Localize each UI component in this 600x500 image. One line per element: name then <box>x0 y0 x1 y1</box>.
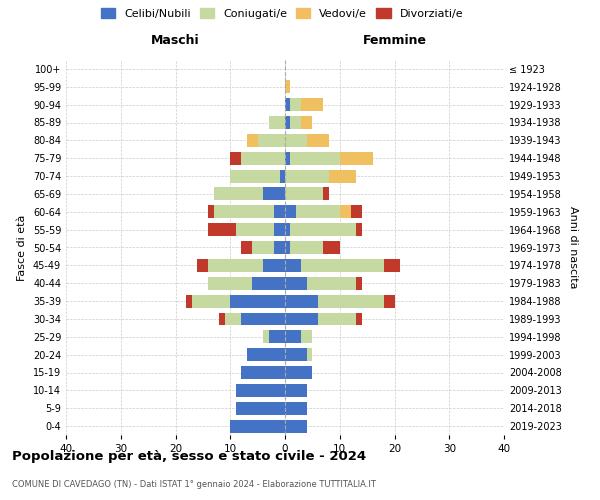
Bar <box>208 259 263 272</box>
Bar <box>252 241 274 254</box>
Bar <box>356 277 362 289</box>
Bar <box>307 277 356 289</box>
Bar <box>241 312 285 326</box>
Bar <box>301 330 313 343</box>
Bar <box>247 348 285 361</box>
Bar <box>318 312 356 326</box>
Bar <box>290 223 356 236</box>
Bar <box>214 188 263 200</box>
Y-axis label: Fasce di età: Fasce di età <box>17 214 27 280</box>
Bar <box>285 116 290 129</box>
Bar <box>285 294 318 308</box>
Bar <box>340 206 350 218</box>
Bar <box>208 277 252 289</box>
Bar <box>285 188 323 200</box>
Bar <box>318 294 383 308</box>
Bar <box>285 170 329 182</box>
Bar <box>241 152 285 164</box>
Bar <box>230 152 241 164</box>
Bar <box>187 294 192 308</box>
Bar <box>241 366 285 379</box>
Bar <box>263 330 269 343</box>
Bar <box>285 366 313 379</box>
Bar <box>252 277 285 289</box>
Bar <box>285 134 307 147</box>
Bar <box>285 384 307 397</box>
Bar <box>290 152 340 164</box>
Bar <box>236 223 274 236</box>
Bar <box>323 241 340 254</box>
Bar <box>236 402 285 414</box>
Bar <box>285 98 290 111</box>
Bar <box>285 152 290 164</box>
Bar <box>323 188 329 200</box>
Bar <box>285 312 318 326</box>
Bar <box>220 312 225 326</box>
Bar <box>301 116 313 129</box>
Bar <box>301 259 383 272</box>
Bar <box>340 152 373 164</box>
Text: Femmine: Femmine <box>362 34 427 48</box>
Bar <box>225 312 241 326</box>
Bar <box>263 259 285 272</box>
Bar <box>280 170 285 182</box>
Bar <box>230 170 280 182</box>
Bar <box>230 294 285 308</box>
Text: Popolazione per età, sesso e stato civile - 2024: Popolazione per età, sesso e stato civil… <box>12 450 366 463</box>
Bar <box>285 241 290 254</box>
Bar <box>285 223 290 236</box>
Bar <box>197 259 208 272</box>
Bar <box>351 206 362 218</box>
Bar <box>285 206 296 218</box>
Y-axis label: Anni di nascita: Anni di nascita <box>568 206 578 289</box>
Bar <box>383 259 400 272</box>
Bar <box>383 294 395 308</box>
Bar <box>247 134 257 147</box>
Bar <box>208 223 236 236</box>
Bar <box>285 80 290 93</box>
Bar <box>285 402 307 414</box>
Bar <box>241 241 252 254</box>
Bar <box>329 170 356 182</box>
Bar <box>307 134 329 147</box>
Bar <box>263 188 285 200</box>
Bar <box>192 294 230 308</box>
Bar <box>269 330 285 343</box>
Bar <box>214 206 274 218</box>
Bar <box>269 116 285 129</box>
Text: COMUNE DI CAVEDAGO (TN) - Dati ISTAT 1° gennaio 2024 - Elaborazione TUTTITALIA.I: COMUNE DI CAVEDAGO (TN) - Dati ISTAT 1° … <box>12 480 376 489</box>
Bar <box>301 98 323 111</box>
Bar <box>285 277 307 289</box>
Bar <box>274 223 285 236</box>
Bar <box>285 259 301 272</box>
Bar <box>290 241 323 254</box>
Bar <box>290 116 301 129</box>
Bar <box>296 206 340 218</box>
Bar <box>285 420 307 432</box>
Bar <box>290 98 301 111</box>
Bar <box>257 134 285 147</box>
Bar <box>356 223 362 236</box>
Bar <box>230 420 285 432</box>
Bar <box>236 384 285 397</box>
Bar <box>274 241 285 254</box>
Bar <box>285 348 307 361</box>
Bar <box>356 312 362 326</box>
Bar <box>274 206 285 218</box>
Legend: Celibi/Nubili, Coniugati/e, Vedovi/e, Divorziati/e: Celibi/Nubili, Coniugati/e, Vedovi/e, Di… <box>99 6 465 21</box>
Text: Maschi: Maschi <box>151 34 200 48</box>
Bar <box>307 348 313 361</box>
Bar <box>285 330 301 343</box>
Bar <box>208 206 214 218</box>
